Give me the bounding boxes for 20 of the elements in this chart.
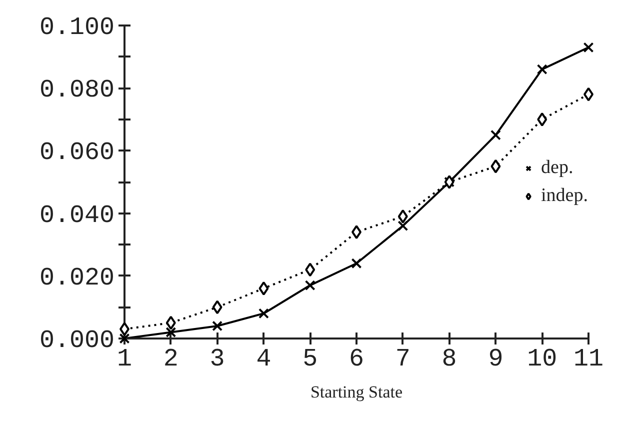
x-tick-label: 10 xyxy=(527,344,558,374)
legend-label: dep. xyxy=(541,156,574,178)
x-tick-label: 8 xyxy=(442,344,457,374)
x-tick-label: 2 xyxy=(163,344,178,374)
legend-label: indep. xyxy=(541,184,588,206)
y-tick-label: 0.060 xyxy=(39,138,115,168)
x-tick-label: 3 xyxy=(210,344,225,374)
x-tick-label: 6 xyxy=(349,344,364,374)
x-tick-label: 9 xyxy=(488,344,504,374)
x-tick-label: 1 xyxy=(117,344,132,374)
x-tick-label: 11 xyxy=(574,344,604,374)
x-axis-title: Starting State xyxy=(310,382,403,402)
x-tick-label: 5 xyxy=(302,344,318,374)
y-tick-label: 0.080 xyxy=(39,76,115,105)
y-tick-label: 0.020 xyxy=(39,263,115,292)
y-tick-label: 0.100 xyxy=(39,13,115,42)
x-tick-label: 4 xyxy=(256,344,272,374)
y-tick-label: 0.040 xyxy=(39,200,115,230)
y-tick-label: 0.000 xyxy=(39,326,115,355)
x-tick-label: 7 xyxy=(395,344,410,374)
